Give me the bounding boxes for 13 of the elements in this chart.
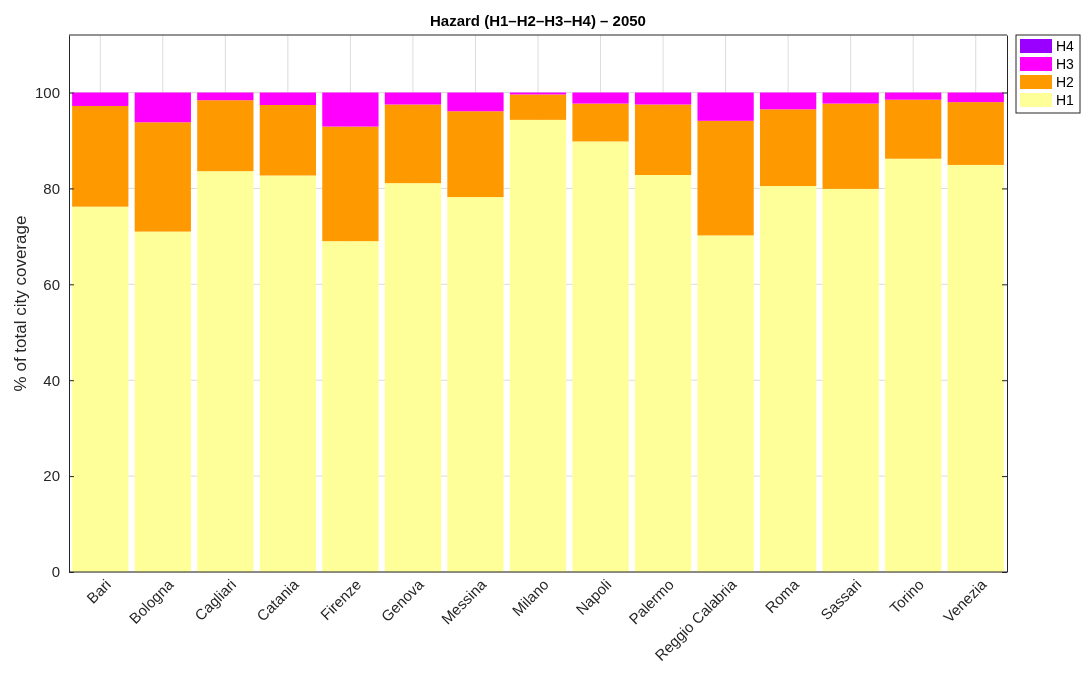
y-axis-title: % of total city coverage	[11, 215, 30, 392]
x-tick-label: Bari	[83, 575, 115, 607]
legend-label: H3	[1056, 56, 1075, 72]
y-tick-label: 0	[51, 563, 60, 581]
y-tick-label: 20	[43, 467, 60, 485]
legend-label: H4	[1056, 38, 1075, 54]
legend-label: H1	[1056, 92, 1075, 108]
chart-title: Hazard (H1–H2–H3–H4) – 2050	[430, 12, 646, 29]
y-tick-label: 100	[34, 83, 60, 101]
y-tick-label: 40	[43, 371, 60, 389]
y-tick-label: 80	[43, 179, 60, 197]
legend-label: H2	[1056, 74, 1075, 90]
y-tick-label: 60	[43, 275, 60, 293]
